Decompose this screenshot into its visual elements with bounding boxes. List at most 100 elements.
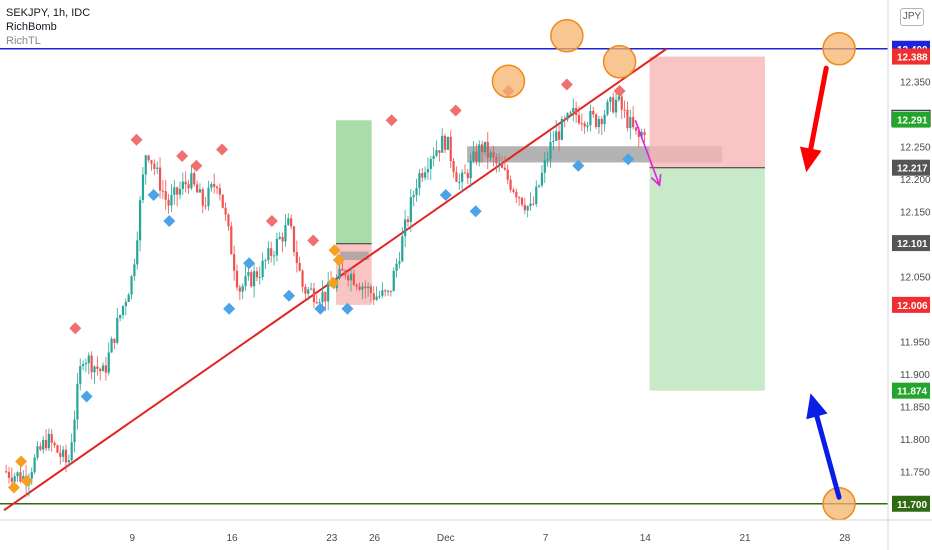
candle-body [144, 155, 147, 175]
candle-body [626, 109, 629, 129]
candle-body [463, 172, 467, 174]
candle-body [398, 261, 401, 264]
red-diamond-marker [190, 159, 203, 172]
candle-body [247, 272, 250, 276]
price-tag-label: 12.291 [897, 116, 928, 127]
candle-body [150, 160, 153, 164]
candle-body [84, 363, 88, 365]
red-diamond-marker [560, 78, 573, 91]
candle-body [386, 290, 390, 292]
candle-body [418, 173, 421, 189]
candle-body [489, 152, 492, 158]
candle-body [36, 446, 39, 458]
candle-body [435, 150, 438, 156]
candle-body [270, 248, 273, 256]
candle-body [235, 270, 239, 288]
blue-diamond-marker [80, 390, 93, 403]
candle-body [241, 286, 244, 292]
candle-body [221, 194, 224, 208]
blue-diamond-marker [147, 189, 160, 201]
candle-body [76, 383, 79, 420]
candle-body [478, 144, 481, 162]
candle-body [104, 365, 107, 373]
y-tick-label: 11.800 [900, 435, 930, 446]
x-tick-label: 16 [226, 533, 238, 544]
candle-body [606, 101, 609, 115]
y-tick-label: 12.250 [900, 142, 931, 153]
blue-diamond-marker [243, 257, 256, 270]
candle-body [446, 136, 449, 150]
candle-body [577, 114, 581, 124]
candle-body [5, 471, 8, 473]
candle-body [272, 255, 276, 257]
candle-body [298, 262, 301, 271]
x-tick-label: 23 [326, 533, 338, 544]
candle-body [44, 439, 48, 449]
bearish-arrow [808, 65, 829, 152]
blue-diamond-marker [439, 189, 452, 201]
candle-body [176, 187, 179, 195]
candle-body [629, 117, 632, 129]
candle-body [518, 197, 521, 199]
indicator-richbomb[interactable]: RichBomb [6, 21, 57, 33]
candle-body [53, 442, 56, 446]
gray-bar-small [340, 251, 369, 260]
candle-body [389, 290, 392, 292]
candle-body [358, 286, 361, 290]
candle-body [506, 169, 509, 180]
candle-body [620, 96, 623, 110]
red-diamond-marker [265, 215, 278, 227]
currency-badge[interactable]: JPY [900, 8, 924, 26]
red-diamond-marker [216, 143, 229, 156]
candle-body [87, 355, 90, 364]
candle-body [372, 293, 375, 300]
candle-body [480, 144, 484, 152]
candle-body [30, 472, 33, 479]
chart-legend: SEKJPY, 1h, IDC RichBomb RichTL [6, 6, 90, 48]
candle-body [93, 366, 96, 373]
candle-body [207, 187, 210, 207]
candle-body [119, 315, 122, 318]
candle-body [415, 188, 418, 196]
y-tick-label: 11.750 [900, 467, 930, 478]
candle-body [321, 291, 324, 303]
candle-body [640, 131, 643, 137]
candle-body [267, 248, 270, 261]
candle-body [244, 275, 247, 287]
candle-body [535, 186, 538, 205]
candle-body [187, 184, 190, 189]
candle-body [264, 260, 267, 262]
x-tick-label: 14 [640, 533, 652, 544]
candle-body [592, 110, 595, 115]
candle-body [523, 204, 526, 211]
candle-body [432, 155, 435, 159]
candle-body [580, 123, 583, 125]
candle-body [141, 174, 145, 201]
candle-body [99, 368, 102, 372]
candle-body [164, 191, 167, 200]
candle-body [324, 291, 327, 302]
red-diamond-marker [130, 133, 143, 146]
candle-body [381, 290, 384, 296]
candle-body [557, 131, 561, 140]
candle-body [449, 136, 452, 162]
candle-body [327, 281, 330, 302]
candle-body [295, 251, 298, 263]
candle-body [110, 338, 113, 353]
candle-body [549, 141, 552, 160]
circles-layer [491, 19, 856, 521]
candle-body [412, 195, 415, 198]
candle-body [600, 118, 603, 125]
symbol-title[interactable]: SEKJPY, 1h, IDC [6, 7, 91, 19]
indicator-richtl[interactable]: RichTL [6, 35, 41, 47]
price-tag-label: 11.700 [897, 500, 927, 511]
candle-body [198, 189, 202, 193]
candle-body [421, 173, 424, 178]
blue-diamond-marker [283, 289, 295, 302]
candle-body [13, 476, 16, 482]
candle-body [632, 117, 635, 128]
candle-body [512, 189, 515, 192]
candle-body [563, 119, 566, 121]
